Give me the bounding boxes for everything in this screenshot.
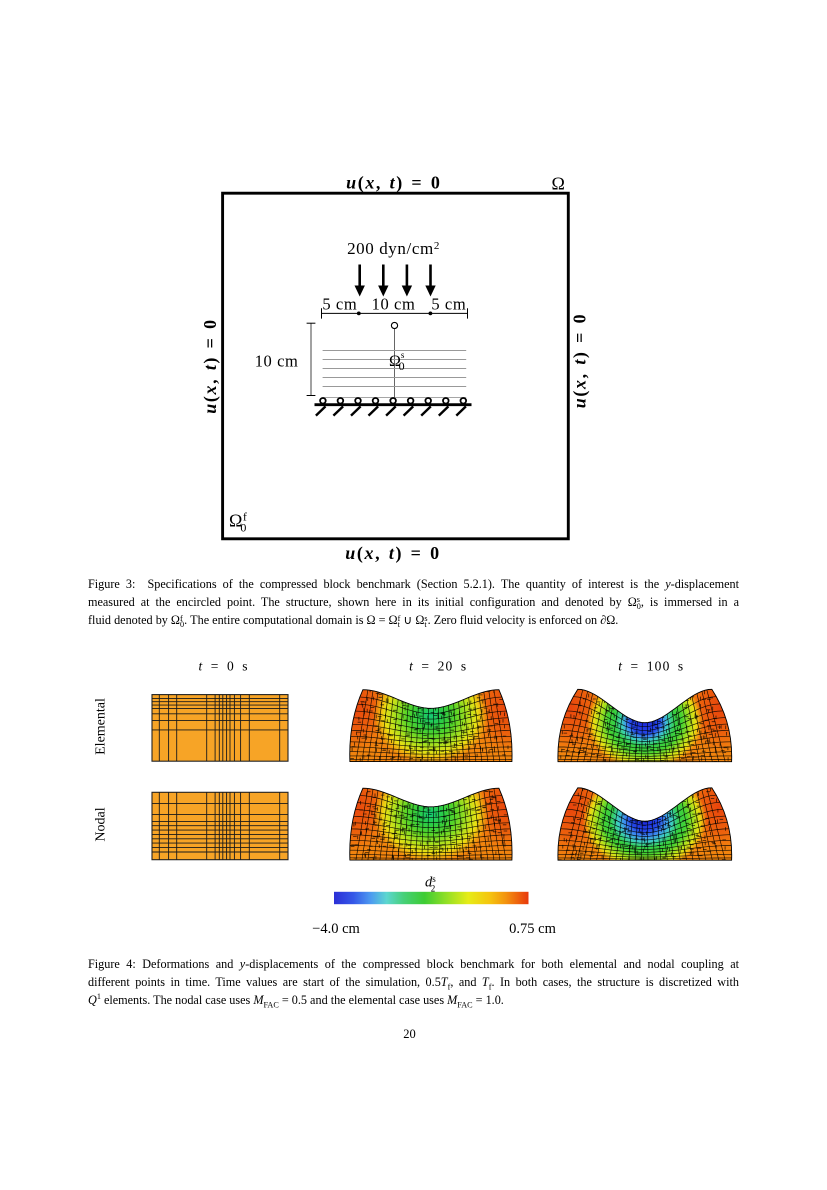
svg-text:u(x, t) = 0: u(x, t) = 0	[345, 543, 440, 564]
svg-text:5 cm: 5 cm	[322, 295, 357, 314]
svg-text:Ωs0: Ωs 0	[389, 350, 405, 373]
svg-text:u(x, t) = 0: u(x, t) = 0	[200, 318, 221, 413]
svg-text:u(x, t) = 0: u(x, t) = 0	[346, 173, 441, 194]
svg-text:0.75 cm: 0.75 cm	[509, 921, 556, 937]
svg-text:200 dyn/cm2: 200 dyn/cm2	[347, 239, 440, 258]
svg-text:10 cm: 10 cm	[372, 295, 416, 314]
svg-text:−4.0 cm: −4.0 cm	[312, 921, 360, 937]
svg-text:Ω: Ω	[552, 174, 565, 194]
svg-text:t = 20 s: t = 20 s	[409, 659, 467, 674]
svg-text:u(x, t) = 0: u(x, t) = 0	[570, 313, 591, 408]
svg-text:Elemental: Elemental	[94, 698, 109, 755]
svg-text:10 cm: 10 cm	[255, 352, 299, 371]
svg-text:t = 100 s: t = 100 s	[618, 659, 684, 674]
svg-text:ds2: ds 2	[425, 874, 436, 894]
svg-text:Ωf0: Ωf 0	[229, 510, 247, 535]
svg-text:t = 0 s: t = 0 s	[198, 659, 248, 674]
svg-text:Nodal: Nodal	[94, 807, 109, 841]
svg-text:5 cm: 5 cm	[431, 295, 466, 314]
